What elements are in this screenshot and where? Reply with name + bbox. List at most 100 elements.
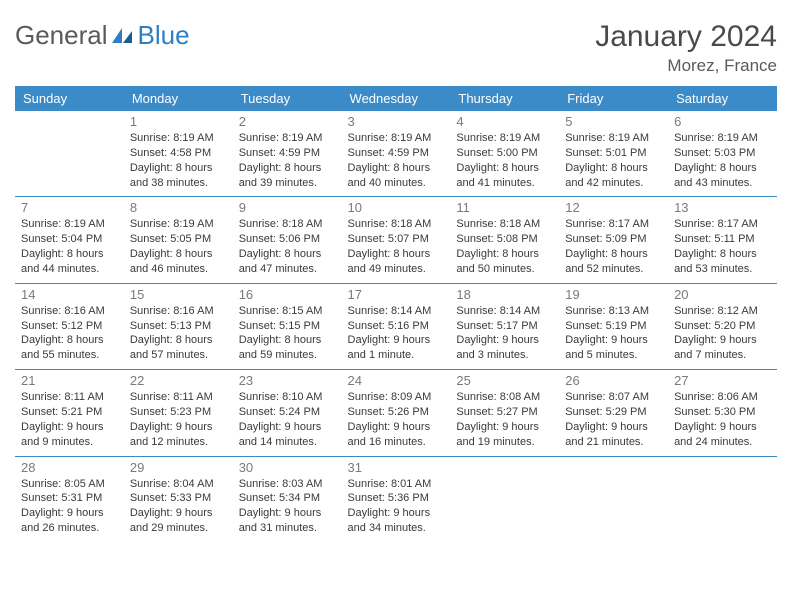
day-details: Sunrise: 8:16 AMSunset: 5:12 PMDaylight:… bbox=[21, 304, 118, 363]
calendar-cell: 7 Sunrise: 8:19 AMSunset: 5:04 PMDaylight… bbox=[15, 197, 124, 283]
logo-sail-icon bbox=[112, 20, 134, 51]
day-number: 24 bbox=[348, 373, 445, 388]
calendar-cell: 31 Sunrise: 8:01 AMSunset: 5:36 PMDayligh… bbox=[342, 456, 451, 542]
calendar-row: 1 Sunrise: 8:19 AMSunset: 4:58 PMDaylight… bbox=[15, 111, 777, 197]
calendar-cell: 16 Sunrise: 8:15 AMSunset: 5:15 PMDayligh… bbox=[233, 283, 342, 369]
calendar-cell: 25Sunrise: 8:08 AMSunset: 5:27 PMDayligh… bbox=[450, 370, 559, 456]
logo: General Blue bbox=[15, 20, 190, 51]
calendar-cell bbox=[668, 456, 777, 542]
day-details: Sunrise: 8:19 AMSunset: 5:04 PMDaylight:… bbox=[21, 217, 118, 276]
calendar-cell: 14 Sunrise: 8:16 AMSunset: 5:12 PMDayligh… bbox=[15, 283, 124, 369]
logo-word1: General bbox=[15, 20, 108, 51]
calendar-cell: 24Sunrise: 8:09 AMSunset: 5:26 PMDayligh… bbox=[342, 370, 451, 456]
calendar-page: General Blue January 2024 Morez, France … bbox=[0, 0, 792, 552]
calendar-cell: 27Sunrise: 8:06 AMSunset: 5:30 PMDayligh… bbox=[668, 370, 777, 456]
day-number: 20 bbox=[674, 287, 771, 302]
day-details: Sunrise: 8:17 AMSunset: 5:11 PMDaylight:… bbox=[674, 217, 771, 276]
day-number: 29 bbox=[130, 460, 227, 475]
day-details: Sunrise: 8:05 AMSunset: 5:31 PMDaylight:… bbox=[21, 477, 118, 536]
day-details: Sunrise: 8:19 AMSunset: 5:00 PMDaylight:… bbox=[456, 131, 553, 190]
calendar-cell: 20 Sunrise: 8:12 AMSunset: 5:20 PMDayligh… bbox=[668, 283, 777, 369]
day-number: 15 bbox=[130, 287, 227, 302]
calendar-cell bbox=[15, 111, 124, 197]
day-details: Sunrise: 8:11 AMSunset: 5:23 PMDaylight:… bbox=[130, 390, 227, 449]
day-number: 16 bbox=[239, 287, 336, 302]
calendar-cell: 29 Sunrise: 8:04 AMSunset: 5:33 PMDayligh… bbox=[124, 456, 233, 542]
weekday-header: Sunday bbox=[15, 86, 124, 111]
day-number: 22 bbox=[130, 373, 227, 388]
calendar-cell: 13Sunrise: 8:17 AMSunset: 5:11 PMDayligh… bbox=[668, 197, 777, 283]
day-number: 30 bbox=[239, 460, 336, 475]
day-number: 9 bbox=[239, 200, 336, 215]
calendar-cell: 28 Sunrise: 8:05 AMSunset: 5:31 PMDayligh… bbox=[15, 456, 124, 542]
day-number: 14 bbox=[21, 287, 118, 302]
weekday-header: Wednesday bbox=[342, 86, 451, 111]
calendar-cell: 30 Sunrise: 8:03 AMSunset: 5:34 PMDayligh… bbox=[233, 456, 342, 542]
day-number: 31 bbox=[348, 460, 445, 475]
day-details: Sunrise: 8:13 AMSunset: 5:19 PMDaylight:… bbox=[565, 304, 662, 363]
calendar-cell: 22 Sunrise: 8:11 AMSunset: 5:23 PMDayligh… bbox=[124, 370, 233, 456]
header: General Blue January 2024 Morez, France bbox=[15, 20, 777, 76]
calendar-row: 7 Sunrise: 8:19 AMSunset: 5:04 PMDaylight… bbox=[15, 197, 777, 283]
calendar-body: 1 Sunrise: 8:19 AMSunset: 4:58 PMDaylight… bbox=[15, 111, 777, 542]
calendar-cell: 15 Sunrise: 8:16 AMSunset: 5:13 PMDayligh… bbox=[124, 283, 233, 369]
day-details: Sunrise: 8:17 AMSunset: 5:09 PMDaylight:… bbox=[565, 217, 662, 276]
day-details: Sunrise: 8:19 AMSunset: 4:59 PMDaylight:… bbox=[348, 131, 445, 190]
day-number: 4 bbox=[456, 114, 553, 129]
day-number: 21 bbox=[21, 373, 118, 388]
day-details: Sunrise: 8:18 AMSunset: 5:06 PMDaylight:… bbox=[239, 217, 336, 276]
day-number: 27 bbox=[674, 373, 771, 388]
day-number: 28 bbox=[21, 460, 118, 475]
day-details: Sunrise: 8:15 AMSunset: 5:15 PMDaylight:… bbox=[239, 304, 336, 363]
day-details: Sunrise: 8:16 AMSunset: 5:13 PMDaylight:… bbox=[130, 304, 227, 363]
calendar-cell bbox=[559, 456, 668, 542]
calendar-cell: 3Sunrise: 8:19 AMSunset: 4:59 PMDaylight… bbox=[342, 111, 451, 197]
day-details: Sunrise: 8:12 AMSunset: 5:20 PMDaylight:… bbox=[674, 304, 771, 363]
weekday-header: Monday bbox=[124, 86, 233, 111]
day-number: 10 bbox=[348, 200, 445, 215]
day-number: 12 bbox=[565, 200, 662, 215]
calendar-cell: 11Sunrise: 8:18 AMSunset: 5:08 PMDayligh… bbox=[450, 197, 559, 283]
day-details: Sunrise: 8:19 AMSunset: 5:05 PMDaylight:… bbox=[130, 217, 227, 276]
calendar-cell: 26Sunrise: 8:07 AMSunset: 5:29 PMDayligh… bbox=[559, 370, 668, 456]
location: Morez, France bbox=[595, 56, 777, 76]
day-number: 8 bbox=[130, 200, 227, 215]
day-details: Sunrise: 8:14 AMSunset: 5:17 PMDaylight:… bbox=[456, 304, 553, 363]
day-details: Sunrise: 8:04 AMSunset: 5:33 PMDaylight:… bbox=[130, 477, 227, 536]
weekday-header: Thursday bbox=[450, 86, 559, 111]
calendar-row: 14 Sunrise: 8:16 AMSunset: 5:12 PMDayligh… bbox=[15, 283, 777, 369]
day-number: 23 bbox=[239, 373, 336, 388]
day-details: Sunrise: 8:03 AMSunset: 5:34 PMDaylight:… bbox=[239, 477, 336, 536]
day-number: 1 bbox=[130, 114, 227, 129]
calendar-cell bbox=[450, 456, 559, 542]
day-number: 2 bbox=[239, 114, 336, 129]
calendar-cell: 4 Sunrise: 8:19 AMSunset: 5:00 PMDaylight… bbox=[450, 111, 559, 197]
calendar-row: 28 Sunrise: 8:05 AMSunset: 5:31 PMDayligh… bbox=[15, 456, 777, 542]
calendar-cell: 18Sunrise: 8:14 AMSunset: 5:17 PMDayligh… bbox=[450, 283, 559, 369]
day-number: 17 bbox=[348, 287, 445, 302]
calendar-table: Sunday Monday Tuesday Wednesday Thursday… bbox=[15, 86, 777, 542]
day-number: 26 bbox=[565, 373, 662, 388]
title-block: January 2024 Morez, France bbox=[595, 20, 777, 76]
day-details: Sunrise: 8:10 AMSunset: 5:24 PMDaylight:… bbox=[239, 390, 336, 449]
calendar-cell: 8 Sunrise: 8:19 AMSunset: 5:05 PMDaylight… bbox=[124, 197, 233, 283]
day-details: Sunrise: 8:18 AMSunset: 5:07 PMDaylight:… bbox=[348, 217, 445, 276]
day-number: 7 bbox=[21, 200, 118, 215]
calendar-cell: 17 Sunrise: 8:14 AMSunset: 5:16 PMDayligh… bbox=[342, 283, 451, 369]
day-number: 25 bbox=[456, 373, 553, 388]
calendar-cell: 12 Sunrise: 8:17 AMSunset: 5:09 PMDayligh… bbox=[559, 197, 668, 283]
calendar-cell: 19Sunrise: 8:13 AMSunset: 5:19 PMDayligh… bbox=[559, 283, 668, 369]
calendar-cell: 6Sunrise: 8:19 AMSunset: 5:03 PMDaylight… bbox=[668, 111, 777, 197]
weekday-header: Friday bbox=[559, 86, 668, 111]
day-details: Sunrise: 8:01 AMSunset: 5:36 PMDaylight:… bbox=[348, 477, 445, 536]
calendar-cell: 5Sunrise: 8:19 AMSunset: 5:01 PMDaylight… bbox=[559, 111, 668, 197]
day-details: Sunrise: 8:19 AMSunset: 4:58 PMDaylight:… bbox=[130, 131, 227, 190]
day-number: 11 bbox=[456, 200, 553, 215]
calendar-cell: 23 Sunrise: 8:10 AMSunset: 5:24 PMDayligh… bbox=[233, 370, 342, 456]
day-details: Sunrise: 8:14 AMSunset: 5:16 PMDaylight:… bbox=[348, 304, 445, 363]
weekday-header: Tuesday bbox=[233, 86, 342, 111]
calendar-cell: 2Sunrise: 8:19 AMSunset: 4:59 PMDaylight… bbox=[233, 111, 342, 197]
logo-word2: Blue bbox=[138, 20, 190, 51]
calendar-cell: 1 Sunrise: 8:19 AMSunset: 4:58 PMDaylight… bbox=[124, 111, 233, 197]
calendar-cell: 21Sunrise: 8:11 AMSunset: 5:21 PMDayligh… bbox=[15, 370, 124, 456]
